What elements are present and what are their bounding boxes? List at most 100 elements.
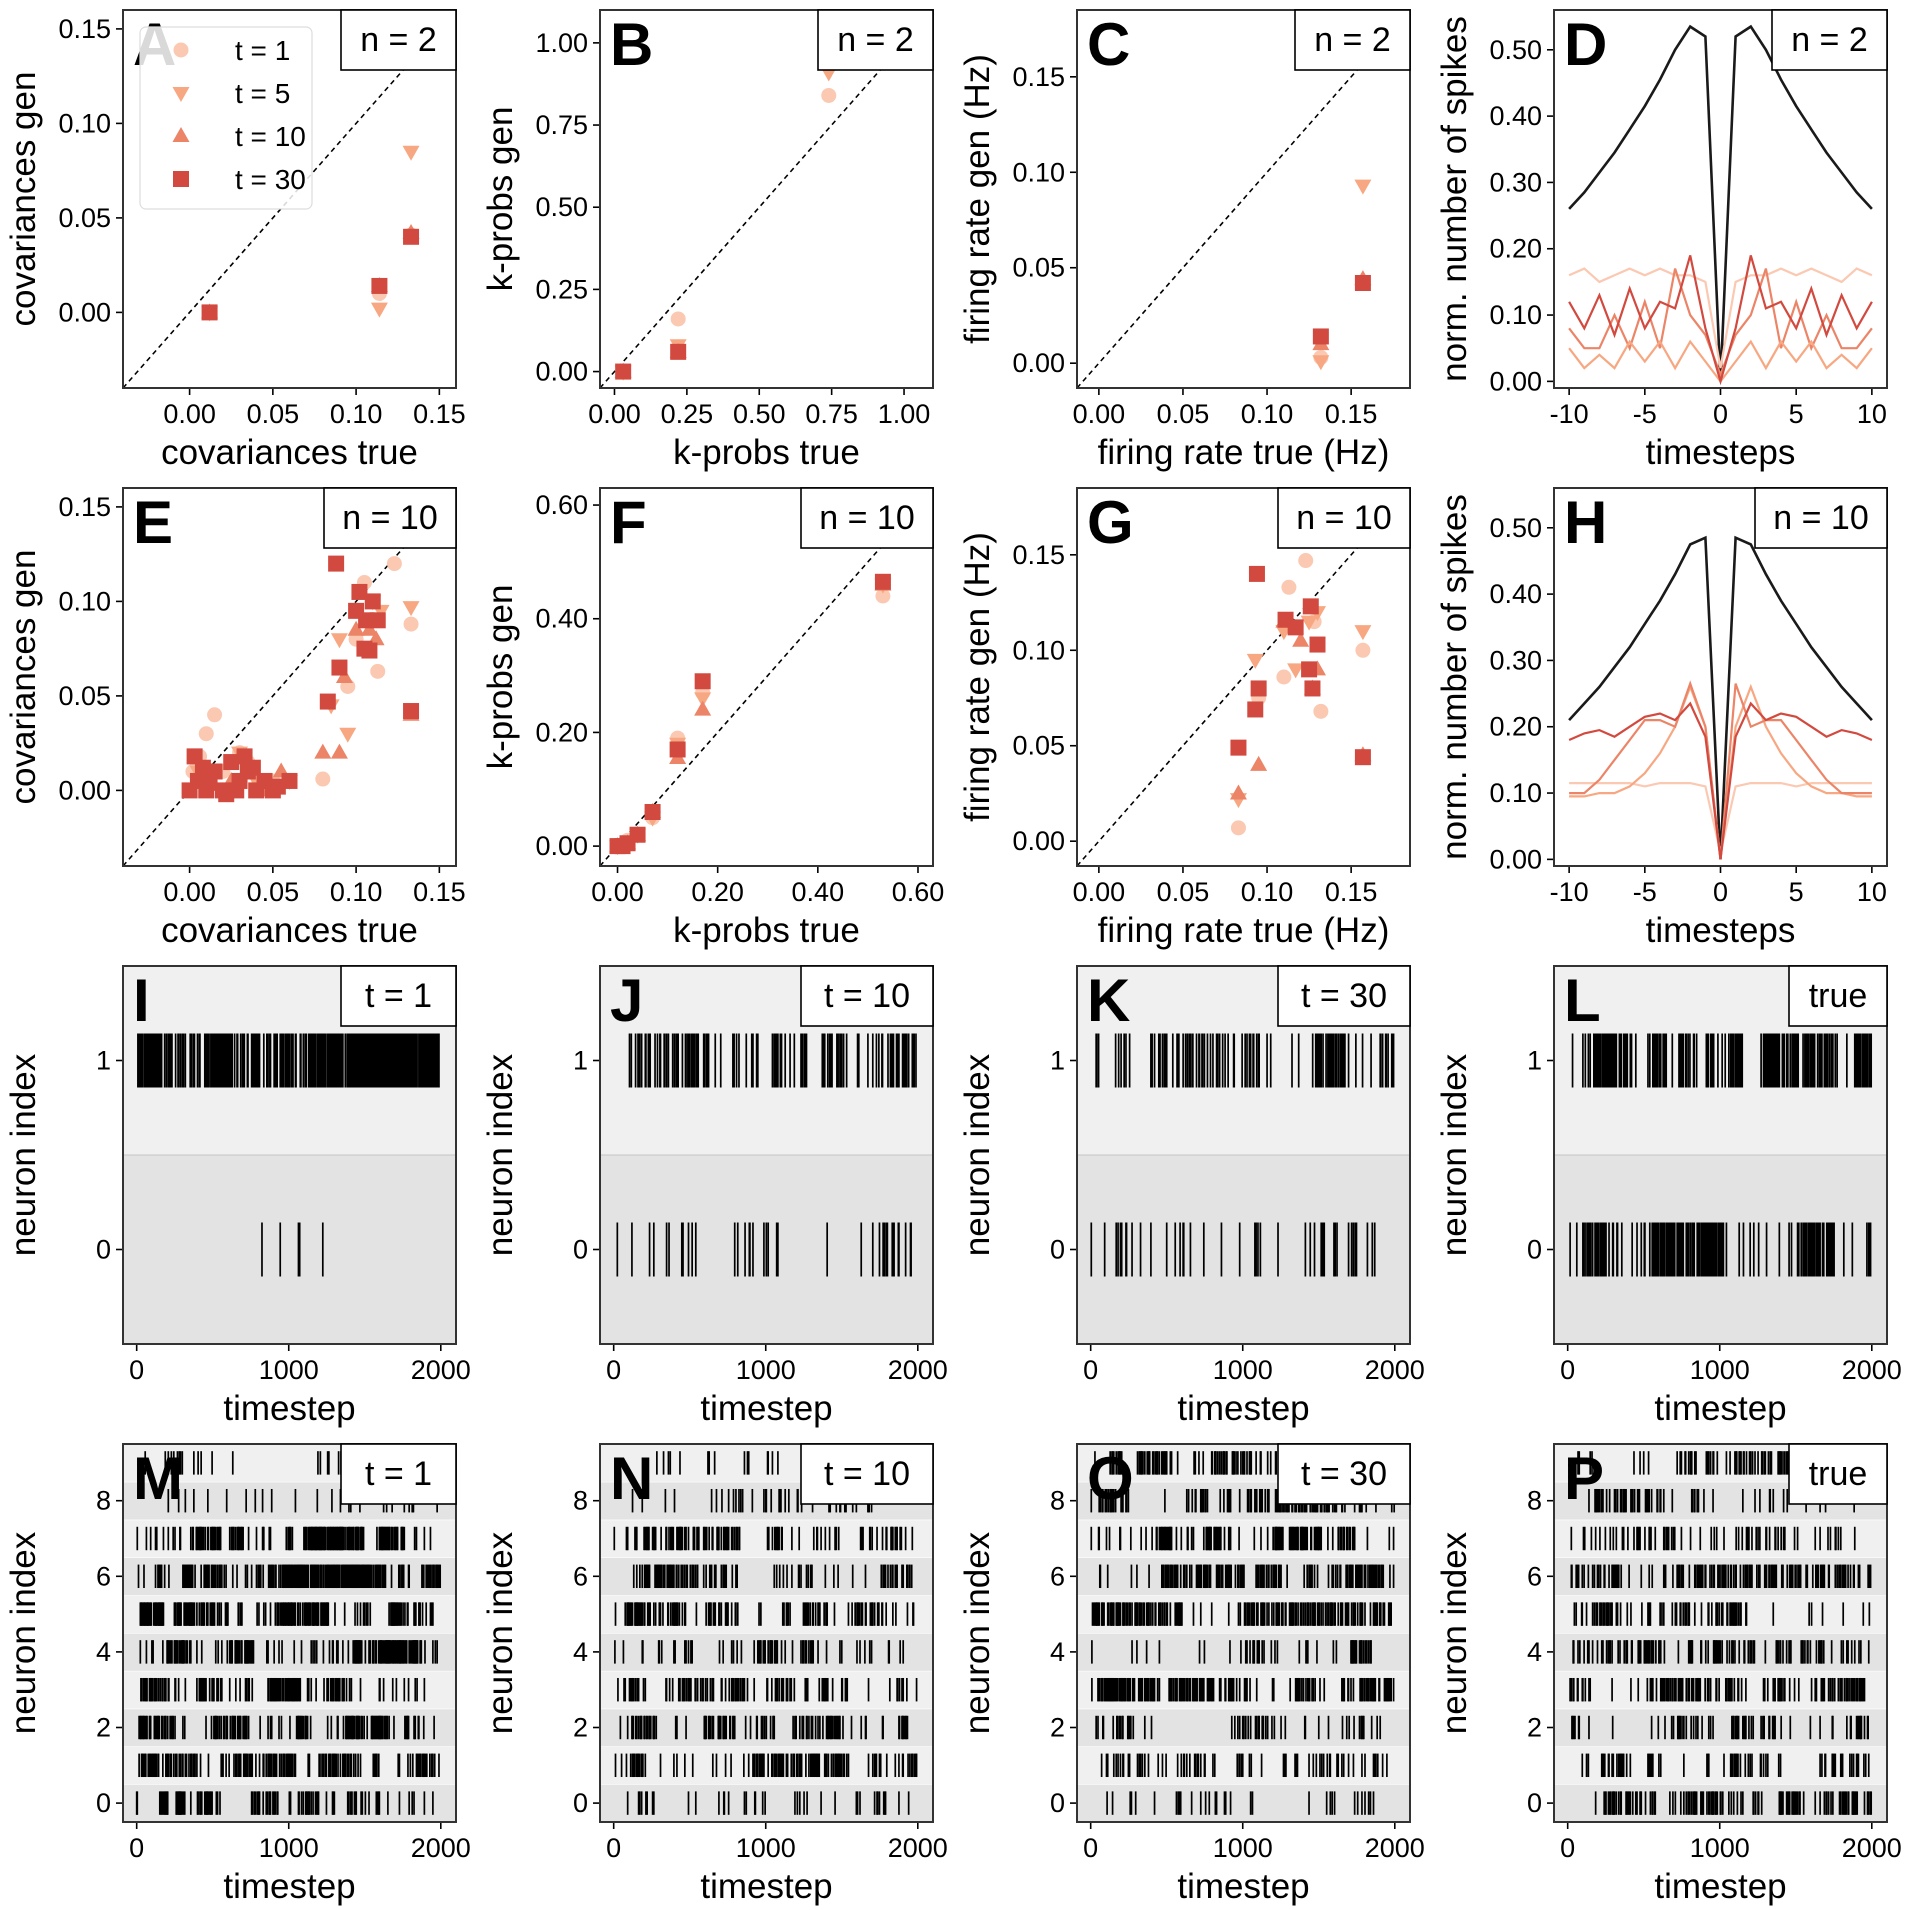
- data-point: [201, 774, 218, 791]
- x-tick-label: 5: [1789, 399, 1804, 429]
- data-point: [402, 601, 420, 617]
- data-point: [694, 700, 712, 716]
- x-axis-label: timestep: [700, 1867, 832, 1906]
- data-point: [194, 759, 211, 776]
- panel-I: 0 1000 2000 0 1I t = 1 timestep neuron index: [4, 965, 471, 1428]
- data-point: [244, 759, 261, 776]
- spike-train-neuron-0: [616, 1222, 912, 1277]
- spike-train-neuron-1: [1095, 1033, 1395, 1088]
- data-point: [629, 826, 646, 843]
- spike-train-neuron-6: [1098, 1564, 1395, 1589]
- y-tick-label: 4: [1050, 1637, 1065, 1667]
- x-tick-label: 5: [1789, 877, 1804, 907]
- spike-train-neuron-5: [139, 1602, 434, 1626]
- spike-train-neuron-6: [137, 1564, 442, 1589]
- data-point: [370, 663, 386, 679]
- x-tick-label: 0: [1713, 877, 1728, 907]
- x-tick-label: 0.40: [792, 877, 845, 907]
- x-tick-label: 0.15: [413, 877, 466, 907]
- plot-frame-F: [599, 487, 934, 867]
- y-tick-label: 0.30: [1489, 167, 1542, 197]
- y-tick-label: 8: [96, 1486, 111, 1516]
- y-tick-label: 0.00: [58, 297, 111, 327]
- identity-line: [599, 487, 934, 867]
- spike-train-neuron-3: [140, 1677, 426, 1702]
- spike-train-neuron-3: [1091, 1677, 1395, 1702]
- series-t30: [1312, 275, 1371, 345]
- series-t30: [181, 555, 420, 803]
- y-tick-label: 0.60: [535, 490, 588, 520]
- tag-label-B: n = 2: [837, 21, 914, 59]
- identity-line: [122, 487, 457, 867]
- x-tick-label: 1000: [736, 1833, 796, 1863]
- data-point: [1276, 669, 1292, 685]
- data-point: [328, 555, 345, 572]
- tag-box-O: [1277, 1443, 1411, 1505]
- spike-train-neuron-7: [613, 1526, 914, 1551]
- y-tick-label: 0.50: [1489, 35, 1542, 65]
- y-tick-label: 0.10: [1489, 778, 1542, 808]
- data-point: [1354, 625, 1372, 641]
- y-tick-label: 0.20: [1489, 712, 1542, 742]
- data-point: [364, 593, 381, 610]
- y-tick-label: 0.50: [1489, 513, 1542, 543]
- y-axis-label: neuron index: [958, 1531, 997, 1734]
- spike-train-neuron-2: [619, 1715, 909, 1740]
- series-t30: [201, 228, 420, 321]
- series-t5: [1312, 179, 1372, 371]
- y-tick-label: 0: [1050, 1788, 1065, 1818]
- x-tick-label: 0: [1083, 1355, 1098, 1385]
- tag-label-L: true: [1809, 977, 1868, 1015]
- y-tick-label: 0.30: [1489, 645, 1542, 675]
- data-point: [1354, 749, 1371, 766]
- spike-train-neuron-0: [261, 1222, 324, 1277]
- data-point: [228, 782, 245, 799]
- tag-label-N: t = 10: [824, 1455, 910, 1493]
- tag-label-D: n = 2: [1791, 21, 1868, 59]
- x-tick-label: 2000: [1842, 1355, 1902, 1385]
- plot-frame-A: [122, 9, 457, 389]
- y-axis-label: neuron index: [1435, 1053, 1474, 1256]
- y-tick-label: 0.10: [58, 108, 111, 138]
- data-point: [670, 311, 686, 327]
- identity-line: [1076, 487, 1411, 867]
- y-tick-label: 6: [1050, 1561, 1065, 1591]
- data-point: [201, 304, 218, 321]
- series-line-t1: [1568, 267, 1873, 369]
- x-tick-label: 0.25: [661, 399, 714, 429]
- x-tick-label: 10: [1857, 399, 1887, 429]
- spike-train-neuron-0: [1090, 1222, 1376, 1277]
- tag-box-B: [817, 9, 934, 71]
- data-point: [1281, 579, 1297, 595]
- data-point: [403, 228, 420, 245]
- y-axis-label: covariances gen: [4, 550, 43, 805]
- data-point: [1301, 661, 1318, 678]
- data-point: [1287, 663, 1305, 679]
- tag-label-I: t = 1: [365, 977, 432, 1015]
- y-axis-label: covariances gen: [4, 72, 43, 327]
- plot-frame-G: [1076, 487, 1411, 867]
- x-tick-label: 0: [129, 1355, 144, 1385]
- plot-frame-L: [1553, 965, 1888, 1345]
- y-axis-label: neuron index: [481, 1531, 520, 1734]
- x-tick-label: 0.15: [1325, 399, 1378, 429]
- y-tick-label: 0.00: [1489, 844, 1542, 874]
- y-tick-label: 6: [573, 1561, 588, 1591]
- x-tick-label: 0: [1560, 1355, 1575, 1385]
- x-tick-label: 0.50: [733, 399, 786, 429]
- y-tick-label: 0.15: [1012, 62, 1065, 92]
- panel-J: 0 1000 2000 0 1J t = 10 timestep neuron index: [481, 965, 948, 1428]
- data-point: [371, 277, 388, 294]
- y-tick-label: 0: [1527, 1235, 1542, 1265]
- data-point: [356, 640, 373, 657]
- raster-row-band: [1077, 1784, 1410, 1822]
- x-tick-label: 1000: [259, 1833, 319, 1863]
- y-axis-label: firing rate gen (Hz): [958, 54, 997, 344]
- data-point: [1313, 703, 1329, 719]
- spike-train-neuron-7: [136, 1526, 432, 1551]
- legend: t = 1 t = 5 t = 10 t = 30: [139, 26, 313, 210]
- y-axis-label: k-probs gen: [481, 107, 520, 292]
- data-point: [1250, 680, 1267, 697]
